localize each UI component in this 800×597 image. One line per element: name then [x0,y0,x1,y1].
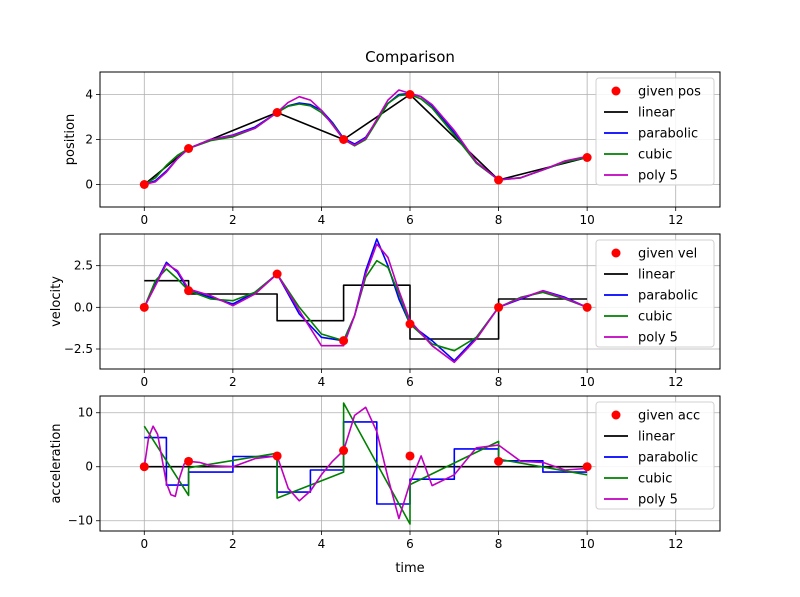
plot-area [139,402,592,525]
y-tick-label: 10 [78,406,93,420]
x-tick-label: 10 [580,375,595,389]
subplot-1: 0 2 4 6 8 10 12 0 2 4 position given pos linear parab… [63,71,721,227]
given-point [582,153,592,162]
x-tick-label: 6 [406,537,414,551]
y-tick-label: 0 [85,178,93,192]
subplot-3: 0 2 4 6 8 10 12 10 0 −10 acceleration given acc line… [49,395,721,551]
legend-label: cubic [638,472,672,487]
given-point [582,302,592,312]
legend-frame [595,401,715,510]
legend-frame [595,77,715,186]
given-point [339,336,349,346]
legend-label: linear [638,268,675,283]
given-point [494,302,504,312]
legend-label: linear [638,430,675,445]
x-tick-label: 2 [229,375,237,389]
y-tick-label: 0 [85,460,93,474]
x-tick-label: 4 [318,375,326,389]
x-axis-label: time [395,561,424,576]
x-tick-label: 12 [668,213,683,227]
x-tick-label: 4 [318,213,326,227]
legend-marker [611,248,621,258]
given-point [184,456,194,466]
y-axis-label: position [63,114,78,166]
x-tick-label: 12 [668,375,683,389]
given-point [339,446,349,456]
given-point [184,144,194,153]
given-point [184,286,194,296]
given-point [405,90,415,99]
legend-label: given vel [638,247,697,262]
x-tick-label: 6 [406,213,414,227]
legend-label: cubic [638,310,672,325]
y-tick-label: 2.5 [74,259,93,273]
given-point [272,269,282,279]
given-point [405,319,415,329]
x-tick-label: 10 [580,537,595,551]
given-point [139,302,149,312]
x-tick-label: 2 [229,537,237,551]
y-tick-label: −10 [68,514,93,528]
x-tick-label: 8 [495,213,503,227]
given-point [272,451,282,461]
x-tick-label: 6 [406,375,414,389]
series-line-poly-5 [143,406,588,520]
y-tick-label: −2.5 [64,342,93,356]
legend: given vel linear parabolic cubic poly 5 [595,239,715,348]
legend-label: parabolic [638,451,698,466]
legend-marker [611,86,621,96]
x-tick-label: 0 [140,213,148,227]
given-point [139,462,149,472]
subplot-2: 0 2 4 6 8 10 12 2.5 0.0 −2.5 velocity given vel line… [49,233,721,389]
y-axis-label: acceleration [49,423,64,503]
x-tick-label: 0 [140,375,148,389]
legend-label: poly 5 [638,493,678,508]
y-tick-label: 2 [85,133,93,147]
plot-area [139,89,592,189]
series-line-parabolic [143,238,588,362]
x-tick-label: 8 [495,375,503,389]
legend-label: poly 5 [638,169,678,184]
series-line-linear [144,279,588,340]
legend-frame [595,239,715,348]
x-tick-label: 0 [140,537,148,551]
series-line-poly-5 [143,243,588,364]
legend-label: given acc [638,409,700,424]
legend-label: parabolic [638,127,698,142]
legend-label: linear [638,106,675,121]
legend-label: parabolic [638,289,698,304]
plot-area [139,238,592,364]
series-line-poly-5 [144,89,588,186]
given-point [582,462,592,472]
x-tick-label: 12 [668,537,683,551]
legend-label: given pos [638,85,701,100]
given-point [494,175,504,185]
x-tick-label: 10 [580,213,595,227]
legend-label: cubic [638,148,672,163]
legend: given acc linear parabolic cubic poly 5 [595,401,715,510]
given-point [339,135,349,144]
legend-label: poly 5 [638,331,678,346]
given-point [272,108,282,117]
given-point [405,451,415,461]
given-point [139,180,149,189]
x-tick-label: 4 [318,537,326,551]
y-tick-label: 0.0 [74,300,93,314]
x-tick-label: 2 [229,213,237,227]
legend: given pos linear parabolic cubic poly 5 [595,77,715,186]
chart-title: Comparison [365,48,455,66]
given-point [494,456,504,466]
x-tick-label: 8 [495,537,503,551]
y-axis-label: velocity [49,276,64,327]
y-tick-label: 4 [85,88,93,102]
legend-marker [611,410,621,420]
